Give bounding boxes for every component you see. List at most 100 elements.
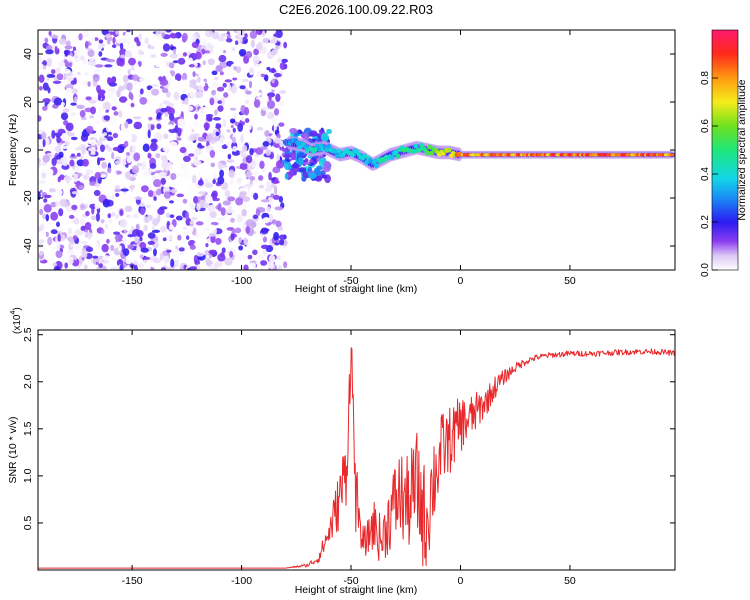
spectrogram-cell xyxy=(278,239,285,246)
spectrogram-cell xyxy=(211,173,219,179)
spectrogram-cell xyxy=(193,154,197,163)
spectrogram-cell xyxy=(150,45,155,50)
colorbar-ticks: 0.0 0.2 0.4 0.6 0.8 xyxy=(700,71,718,277)
spectrogram-cell xyxy=(261,106,270,111)
colorbar-label: Normalized spectral amplitude xyxy=(736,79,748,220)
spectrogram-cell xyxy=(126,152,130,156)
spectrogram-cell xyxy=(82,158,89,167)
spectrogram-cell xyxy=(101,228,105,235)
y-tick-label: 1.5 xyxy=(22,421,34,436)
spectrogram-cell xyxy=(184,140,193,149)
spectrogram-cell xyxy=(181,32,188,42)
spectrogram-cell xyxy=(102,255,111,261)
spectrogram-cell xyxy=(98,106,104,115)
spectrogram-cell xyxy=(130,102,135,108)
spectrogram-cell xyxy=(245,90,252,95)
spectrogram-cell xyxy=(227,153,232,160)
spectrogram-cell xyxy=(94,171,101,179)
spectrogram-cell xyxy=(160,225,167,233)
spectrogram-cell xyxy=(272,194,280,200)
spectrogram-cell xyxy=(212,117,221,121)
spectrogram-cell xyxy=(197,172,201,177)
spectrogram-cell xyxy=(38,74,45,83)
spectrogram-cell xyxy=(161,32,165,38)
spectrogram-cell xyxy=(194,259,201,266)
spectrogram-cell xyxy=(261,30,266,38)
spectrogram-cell xyxy=(90,146,96,155)
spectrogram-cell xyxy=(167,132,174,137)
spectrogram-cell xyxy=(216,216,226,221)
y-tick-label: 2.5 xyxy=(22,327,34,342)
spectrogram-cell xyxy=(139,96,148,105)
spectrogram-cell xyxy=(250,122,259,127)
spectrogram-cell xyxy=(176,193,185,198)
spectrogram-y-label: Frequency (Hz) xyxy=(7,114,19,186)
y-tick-label: 2.0 xyxy=(22,374,34,389)
spectrogram-cell xyxy=(212,136,221,142)
spectrogram-cell xyxy=(107,146,113,153)
spectrogram-cell xyxy=(274,206,284,211)
spectrogram-cell xyxy=(55,221,60,228)
spectrogram-cell xyxy=(189,221,194,225)
spectrogram-cell xyxy=(147,190,154,197)
spectrogram-cell xyxy=(55,231,63,235)
spectrogram-cell xyxy=(178,52,184,57)
spectrogram-cell xyxy=(170,172,177,181)
spectrogram-cell xyxy=(204,30,214,38)
spectrogram-cell xyxy=(107,184,114,193)
spectrogram-cell xyxy=(252,214,259,220)
spectrogram-cell xyxy=(212,179,216,185)
spectrogram-ridge-cell xyxy=(336,148,342,154)
spectrogram-cell xyxy=(122,238,127,245)
spectrogram-cell xyxy=(196,164,202,173)
spectrogram-cell xyxy=(187,30,193,36)
spectrogram-cell xyxy=(246,240,252,250)
spectrogram-cell xyxy=(217,35,226,42)
spectrogram-cell xyxy=(177,127,182,137)
spectrogram-cell xyxy=(202,106,209,114)
spectrogram-cell xyxy=(253,99,261,108)
spectrogram-cell xyxy=(148,116,153,121)
spectrogram-cell xyxy=(99,173,107,178)
spectrogram-cell xyxy=(65,41,71,47)
spectrogram-cell xyxy=(192,71,196,78)
spectrogram-cell xyxy=(210,38,217,47)
spectrogram-cell xyxy=(304,158,309,164)
spectrogram-cell xyxy=(268,254,276,264)
spectrogram-cell xyxy=(176,137,182,141)
colorbar-tick-label: 0.8 xyxy=(700,71,711,85)
spectrogram-cell xyxy=(134,36,140,43)
spectrogram-cell xyxy=(225,38,233,43)
spectrogram-cell xyxy=(147,232,156,239)
spectrogram-cell xyxy=(61,133,66,141)
spectrogram-cell xyxy=(106,136,114,142)
snr-y-ticks: 0.5 1.0 1.5 2.0 2.5 xyxy=(22,327,675,530)
spectrogram-cell xyxy=(145,118,150,126)
spectrogram-cell xyxy=(123,229,127,234)
spectrogram-cell xyxy=(101,161,108,169)
spectrogram-cell xyxy=(163,255,170,265)
spectrogram-cell xyxy=(165,212,171,218)
spectrogram-cell xyxy=(182,155,191,163)
spectrogram-cell xyxy=(238,253,246,262)
spectrogram-cell xyxy=(50,229,58,235)
spectrogram-cell xyxy=(96,266,105,270)
spectrogram-cell xyxy=(244,124,252,131)
spectrogram-cell xyxy=(244,33,248,39)
spectrogram-panel: -150 -100 -50 0 50 -40 -20 0 20 40 Height of str… xyxy=(7,29,676,295)
spectrogram-cell xyxy=(136,41,141,47)
spectrogram-cell xyxy=(250,39,256,48)
spectrogram-cell xyxy=(217,176,225,185)
spectrogram-cell xyxy=(102,198,110,208)
snr-panel: -150 -100 -50 0 50 0.5 1.0 1.5 2.0 2.5 Height of… xyxy=(7,307,676,596)
spectrogram-cell xyxy=(61,157,69,167)
spectrogram-cell xyxy=(147,129,151,139)
spectrogram-cell xyxy=(182,79,190,84)
spectrogram-cell xyxy=(255,64,259,68)
spectrogram-cell xyxy=(119,264,124,270)
spectrogram-cell xyxy=(169,200,174,204)
spectrogram-cell xyxy=(94,182,101,188)
spectrogram-cell xyxy=(42,138,46,148)
spectrogram-cell xyxy=(279,100,285,107)
spectrogram-ridge-cell xyxy=(372,159,377,165)
